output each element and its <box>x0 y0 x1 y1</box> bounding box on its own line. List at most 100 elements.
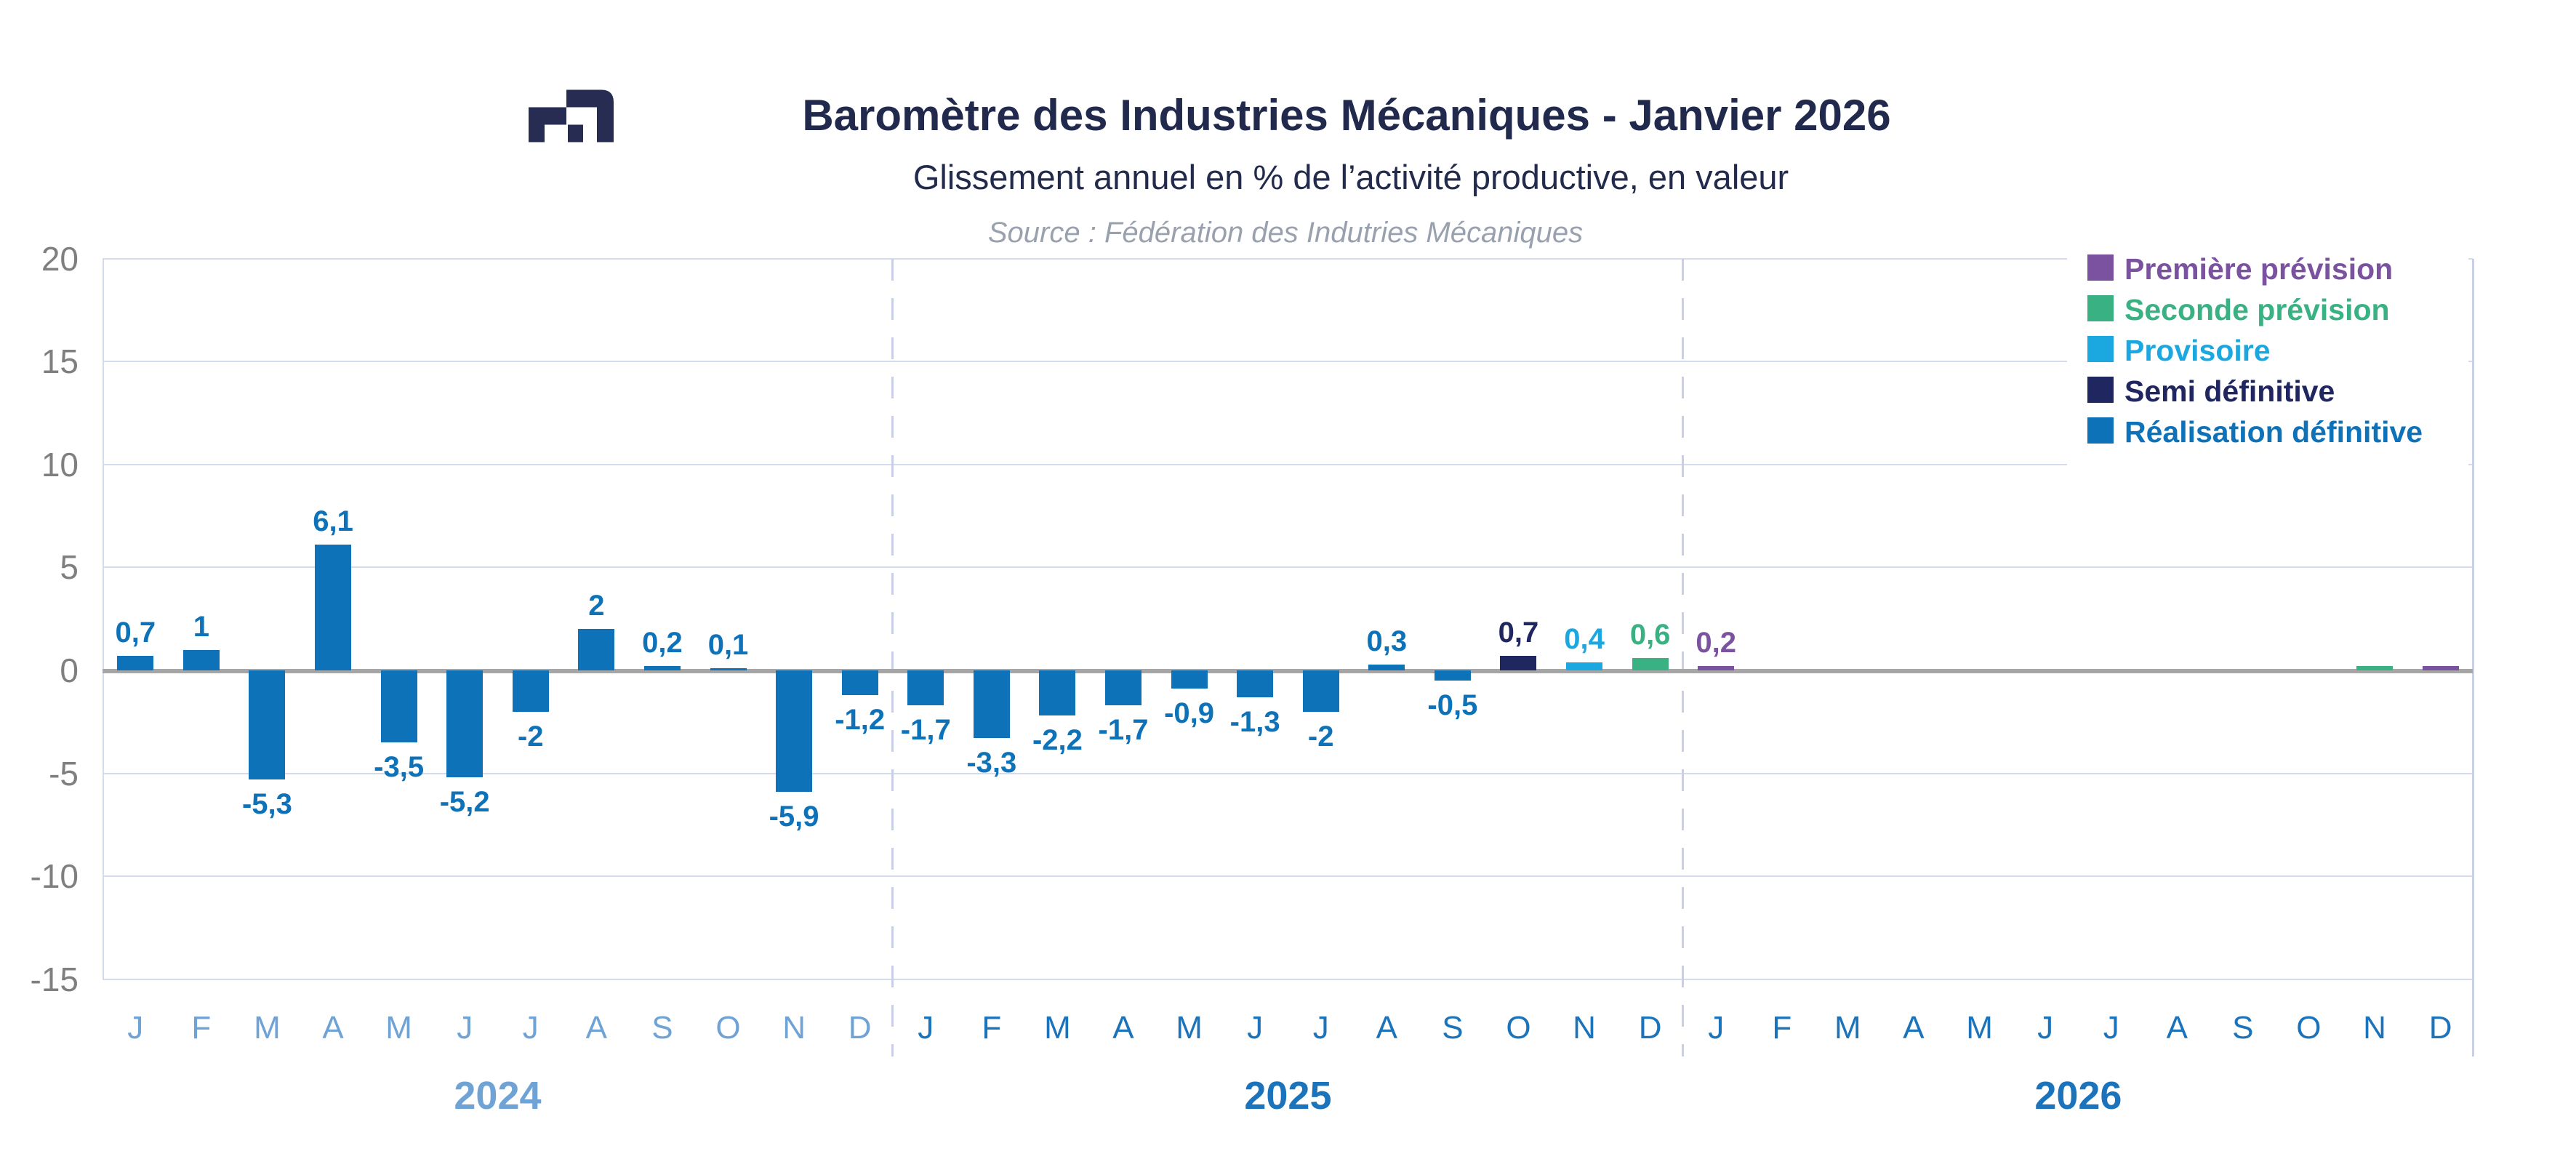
y-tick-label-0: 0 <box>60 651 79 689</box>
separator-2024-2025 <box>891 259 894 1056</box>
bar-value-label: -0,9 <box>1164 697 1215 730</box>
gridline-10 <box>103 463 2473 465</box>
bar-value-label: -1,2 <box>835 703 886 736</box>
page-subtitle: Glissement annuel en % de l’activité pro… <box>912 158 1789 196</box>
month-label-2024-8: S <box>651 1010 673 1046</box>
bar-value-label: -5,3 <box>241 788 292 821</box>
month-label-2024-7: A <box>585 1010 608 1046</box>
month-label-2026-9: O <box>2296 1010 2322 1046</box>
y-tick-label-10: 10 <box>41 445 79 484</box>
month-label-2025-11: D <box>1638 1010 1662 1046</box>
bar-2025-A-7 <box>1368 664 1405 670</box>
year-label-2026: 2026 <box>2034 1074 2122 1118</box>
month-label-2026-0: J <box>1708 1010 1725 1046</box>
month-label-2024-4: M <box>385 1010 412 1046</box>
bar-2024-J-5 <box>446 670 483 778</box>
plot-right-edge <box>2472 259 2474 1056</box>
bar-value-label: 0,4 <box>1564 622 1605 655</box>
year-label-2025: 2025 <box>1244 1074 1332 1118</box>
bar-value-label: 6,1 <box>313 505 353 538</box>
month-label-2025-3: A <box>1112 1010 1134 1046</box>
bar-2025-S-8 <box>1434 670 1471 681</box>
month-label-2025-4: M <box>1176 1010 1203 1046</box>
bar-value-label: 0,2 <box>642 627 683 659</box>
zero-axis-line <box>103 669 2473 673</box>
bar-2026-D-11 <box>2422 666 2459 670</box>
bar-value-label: -3,3 <box>966 747 1017 779</box>
bar-2025-J-0 <box>907 670 944 706</box>
month-label-2026-4: M <box>1966 1010 1993 1046</box>
y-tick-label-20: 20 <box>41 239 79 278</box>
separator-2025-2026 <box>1682 259 1685 1056</box>
bar-2024-J-0 <box>117 656 154 670</box>
legend-label: Réalisation définitive <box>2124 415 2423 449</box>
month-label-2024-1: F <box>191 1010 212 1046</box>
year-label-2024: 2024 <box>454 1074 542 1118</box>
legend-item-seconde-prevision: Seconde prévision <box>2067 294 2468 329</box>
month-label-2026-5: J <box>2037 1010 2054 1046</box>
y-tick-label--5: -5 <box>49 754 79 793</box>
y-tick-label-5: 5 <box>60 548 79 587</box>
y-tick-label-15: 15 <box>41 342 79 381</box>
bar-2025-O-9 <box>1500 656 1537 670</box>
bar-value-label: -1,3 <box>1229 705 1280 738</box>
month-label-2025-10: N <box>1573 1010 1596 1046</box>
bar-2024-A-7 <box>578 629 615 670</box>
bar-value-label: 0,2 <box>1696 627 1737 659</box>
bar-value-label: 1 <box>193 610 209 643</box>
legend-label: Provisoire <box>2124 334 2271 367</box>
gridline--10 <box>103 875 2473 878</box>
bar-2026-J-0 <box>1698 666 1735 670</box>
month-label-2025-5: J <box>1247 1010 1264 1046</box>
bar-value-label: 0,7 <box>1498 617 1539 649</box>
gridline-5 <box>103 566 2473 569</box>
bar-2024-M-4 <box>380 670 417 743</box>
bar-value-label: -1,7 <box>900 714 951 747</box>
month-label-2026-8: S <box>2232 1010 2254 1046</box>
legend-item-semi-definitive: Semi définitive <box>2067 375 2468 410</box>
legend-item-provisoire: Provisoire <box>2067 334 2468 369</box>
month-label-2026-6: J <box>2103 1010 2119 1046</box>
bar-2024-D-11 <box>841 670 878 695</box>
legend-item-realisation-definitive: Réalisation définitive <box>2067 416 2468 451</box>
bar-2024-F-1 <box>182 649 220 670</box>
provisoire-swatch-icon <box>2087 336 2114 362</box>
month-label-2024-5: J <box>457 1010 473 1046</box>
month-label-2025-8: S <box>1442 1010 1464 1046</box>
bar-2025-M-2 <box>1039 670 1076 716</box>
bar-value-label: -2 <box>517 720 544 753</box>
month-label-2025-7: A <box>1376 1010 1397 1046</box>
gridline-20 <box>103 257 2473 260</box>
y-tick-label--15: -15 <box>30 960 79 998</box>
bar-2025-D-11 <box>1632 658 1669 670</box>
month-label-2024-0: J <box>127 1010 144 1046</box>
bar-value-label: -0,5 <box>1427 689 1478 722</box>
month-label-2025-9: O <box>1506 1010 1531 1046</box>
bar-2025-A-3 <box>1104 670 1141 706</box>
gridline--15 <box>103 978 2473 980</box>
bar-2024-O-9 <box>710 668 747 671</box>
bar-value-label: 0,3 <box>1366 625 1408 657</box>
bar-value-label: -5,9 <box>769 801 819 833</box>
seconde-prevision-swatch-icon <box>2087 295 2114 321</box>
month-label-2025-0: J <box>918 1010 934 1046</box>
bar-value-label: 2 <box>588 590 605 622</box>
month-label-2024-3: A <box>322 1010 344 1046</box>
legend-label: Seconde prévision <box>2124 293 2390 326</box>
bar-2025-J-6 <box>1302 670 1339 712</box>
source-caption: Source : Fédération des Indutries Mécani… <box>987 217 1584 249</box>
bar-value-label: 0,1 <box>707 629 749 662</box>
month-label-2024-10: N <box>782 1010 806 1046</box>
month-label-2026-1: F <box>1772 1010 1792 1046</box>
month-label-2024-2: M <box>254 1010 281 1046</box>
month-label-2024-11: D <box>848 1010 872 1046</box>
month-label-2025-1: F <box>982 1010 1002 1046</box>
page-title: Baromètre des Industries Mécaniques - Ja… <box>802 91 1891 140</box>
bar-2024-S-8 <box>643 666 681 670</box>
premiere-prevision-swatch-icon <box>2087 254 2114 281</box>
month-label-2024-6: J <box>522 1010 539 1046</box>
bar-value-label: 0,7 <box>115 617 156 649</box>
bar-2024-N-10 <box>776 670 813 793</box>
